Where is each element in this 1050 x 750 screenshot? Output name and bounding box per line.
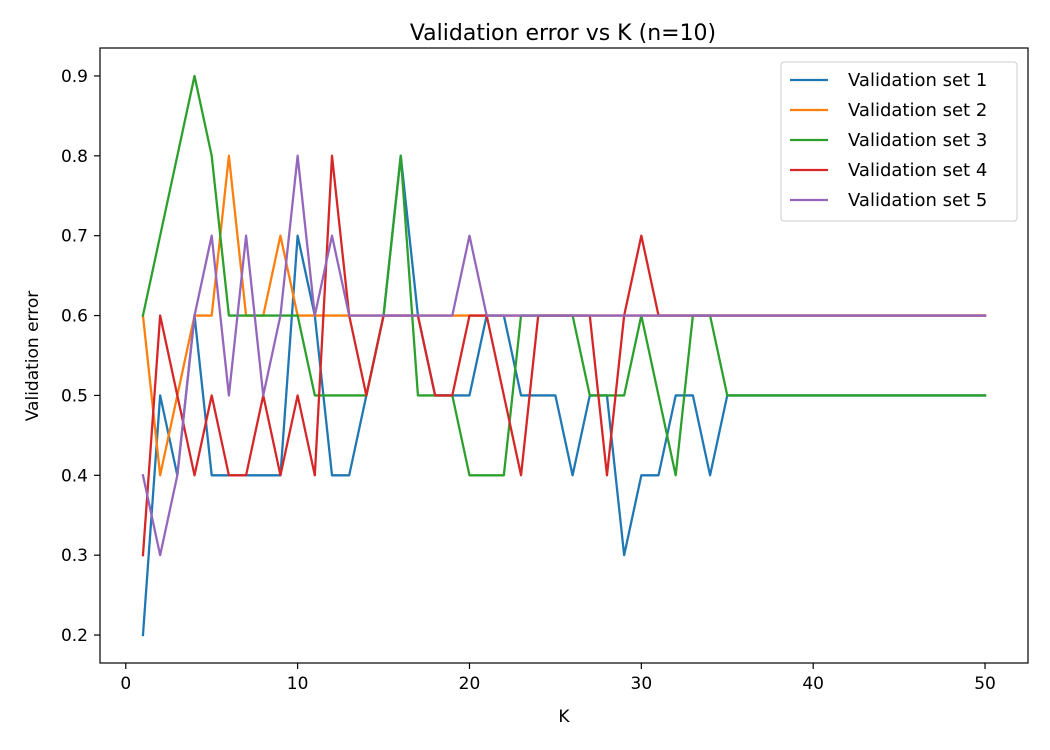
- y-tick-label: 0.2: [61, 626, 88, 646]
- x-tick-label: 20: [459, 674, 481, 694]
- x-axis-ticks: 0 10 20 30 40 50: [120, 663, 996, 694]
- x-tick-label: 50: [974, 674, 996, 694]
- y-tick-label: 0.7: [61, 227, 88, 247]
- y-axis-ticks: 0.2 0.3 0.4 0.5 0.6 0.7 0.8 0.9: [61, 67, 100, 646]
- legend-box: [780, 61, 1018, 222]
- legend: Validation set 1 Validation set 2 Validati…: [780, 61, 1018, 222]
- y-tick-label: 0.4: [61, 466, 88, 486]
- y-tick-label: 0.9: [61, 67, 88, 87]
- legend-label-2: Validation set 2: [848, 100, 987, 121]
- legend-label-1: Validation set 1: [848, 70, 987, 91]
- x-axis-label: K: [558, 707, 570, 727]
- series-layer: [141, 74, 987, 637]
- x-tick-label: 30: [631, 674, 653, 694]
- y-tick-label: 0.8: [61, 147, 88, 167]
- y-tick-label: 0.3: [61, 546, 88, 566]
- legend-label-3: Validation set 3: [848, 130, 987, 151]
- x-tick-label: 10: [287, 674, 309, 694]
- series-line-5: [141, 154, 987, 557]
- legend-label-4: Validation set 4: [848, 160, 987, 181]
- y-axis-label: Validation error: [23, 291, 43, 422]
- legend-label-5: Validation set 5: [848, 190, 987, 211]
- x-tick-label: 0: [120, 674, 131, 694]
- x-tick-label: 40: [802, 674, 824, 694]
- y-tick-label: 0.6: [61, 307, 88, 327]
- plot-frame: [99, 47, 1029, 664]
- y-tick-label: 0.5: [61, 386, 88, 406]
- chart-title: Validation error vs K (n=10): [410, 21, 716, 46]
